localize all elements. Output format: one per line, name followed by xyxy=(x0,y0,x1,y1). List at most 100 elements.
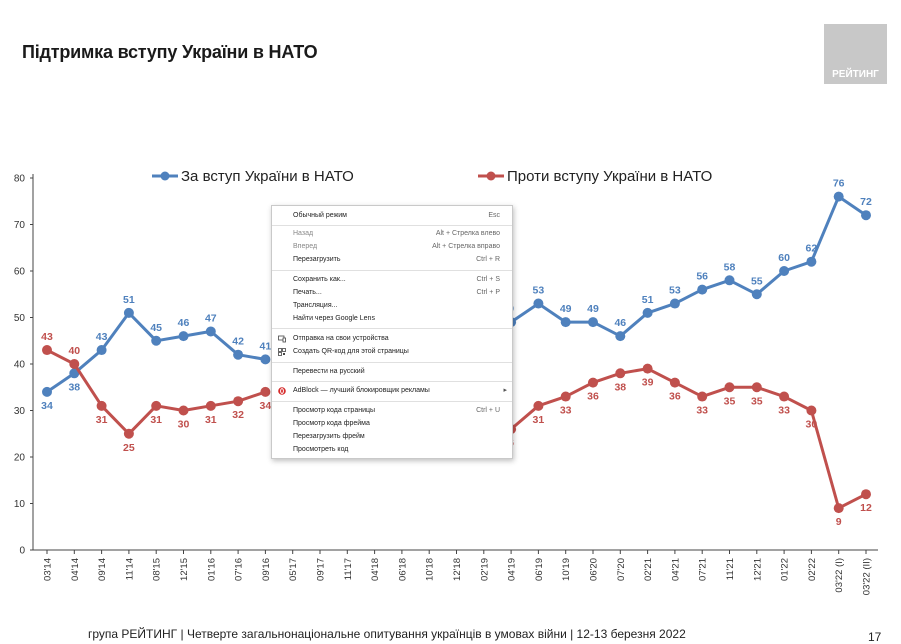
chart-series: 34 38 43 51 45 46 47 42 41 9 53 49 49 46 51 53 56 58 55 60 6… xyxy=(41,178,872,529)
data-label: 33 xyxy=(696,405,708,417)
menu-item-label: Сохранить как... xyxy=(293,276,346,283)
series-against-nato: 4340312531303132346313336383936333535333… xyxy=(41,331,872,528)
y-tick-label: 50 xyxy=(14,313,26,324)
x-tick-label: 11'14 xyxy=(124,558,135,580)
menu-item-label: Просмотр кода страницы xyxy=(293,407,376,414)
nato-support-chart: 0 10 20 30 40 50 60 70 80 За вступ України в НАТ… xyxy=(14,168,878,595)
data-point xyxy=(560,317,571,328)
menu-divider xyxy=(272,225,512,226)
data-label: 49 xyxy=(587,303,599,315)
data-point xyxy=(588,317,598,328)
menu-item-label: Вперед xyxy=(293,243,318,250)
menu-item-normal-mode[interactable]: Обычный режим Esc xyxy=(272,210,512,222)
x-tick-label: 04'19 xyxy=(507,558,518,581)
data-label: 53 xyxy=(669,285,681,297)
data-point xyxy=(205,326,216,337)
data-label: 45 xyxy=(150,322,162,334)
x-tick-label: 06'18 xyxy=(397,558,408,581)
menu-item-view-frame-source[interactable]: Просмотр кода фрейма xyxy=(272,418,512,430)
menu-item-save-as[interactable]: Сохранить как... Ctrl + S xyxy=(272,274,512,286)
legend-label: Проти вступу України в НАТО xyxy=(507,168,712,185)
x-tick-label: 11'17 xyxy=(343,558,354,580)
x-tick-label: 04'18 xyxy=(370,558,381,581)
x-tick-label: 01'22 xyxy=(780,558,791,581)
data-point xyxy=(779,266,790,276)
menu-item-google-lens[interactable]: Найти через Google Lens xyxy=(272,313,512,325)
menu-item-cast[interactable]: Трансляция... xyxy=(272,300,512,312)
x-tick-label: 10'18 xyxy=(425,558,436,581)
chart-axes: 0 10 20 30 40 50 60 70 80 xyxy=(14,174,878,557)
menu-item-translate[interactable]: Перевести на русский xyxy=(272,366,512,378)
data-point xyxy=(751,289,762,300)
menu-item-back[interactable]: Назад Alt + Стрелка влево xyxy=(272,228,512,240)
data-point xyxy=(96,345,107,356)
data-label: 72 xyxy=(860,196,872,208)
y-tick-label: 70 xyxy=(14,220,26,231)
data-point xyxy=(260,386,271,397)
data-label: 43 xyxy=(96,331,108,343)
devices-icon xyxy=(278,335,286,343)
menu-divider xyxy=(272,401,512,402)
data-point xyxy=(806,256,817,267)
menu-item-inspect[interactable]: Просмотреть код xyxy=(272,444,512,456)
data-label: 33 xyxy=(778,405,790,417)
data-label: 35 xyxy=(751,395,763,407)
menu-item-forward[interactable]: Вперед Alt + Стрелка вправо xyxy=(272,241,512,253)
data-label: 46 xyxy=(178,317,190,329)
menu-item-label: Найти через Google Lens xyxy=(293,315,375,322)
x-tick-label: 02'21 xyxy=(643,558,654,581)
data-point xyxy=(151,335,162,346)
x-tick-label: 09'14 xyxy=(97,558,108,581)
data-label: 30 xyxy=(806,419,818,431)
menu-item-shortcut: Alt + Стрелка влево xyxy=(435,230,500,237)
x-tick-label: 08'15 xyxy=(152,558,163,581)
data-point xyxy=(205,400,216,411)
x-tick-label: 07'20 xyxy=(616,558,627,581)
legend-marker xyxy=(160,171,170,181)
x-tick-label: 12'15 xyxy=(179,558,190,581)
data-label: 56 xyxy=(696,271,708,283)
menu-item-create-qr[interactable]: Создать QR-код для этой страницы xyxy=(272,346,512,358)
menu-item-label: Отправка на свои устройства xyxy=(293,335,389,342)
menu-item-print[interactable]: Печать... Ctrl + P xyxy=(272,287,512,299)
x-tick-label: 06'19 xyxy=(534,558,545,581)
x-tick-label: 03'22 (II) xyxy=(862,558,873,595)
x-tick-label: 03'14 xyxy=(43,558,54,581)
data-point xyxy=(233,396,244,407)
chart-legend: За вступ України в НАТО Проти вступу Укра… xyxy=(152,168,712,185)
data-point xyxy=(178,405,189,416)
submenu-arrow-icon: ▸ xyxy=(503,387,507,394)
data-point xyxy=(96,400,107,411)
menu-item-reload[interactable]: Перезагрузить Ctrl + R xyxy=(272,254,512,266)
page-number: 17 xyxy=(868,630,882,644)
data-point xyxy=(560,391,571,402)
page-title: Підтримка вступу України в НАТО xyxy=(22,42,318,62)
menu-item-shortcut: Ctrl + S xyxy=(476,276,500,283)
data-point xyxy=(69,368,80,379)
data-point xyxy=(669,377,680,388)
menu-item-shortcut: Ctrl + R xyxy=(476,256,500,263)
x-tick-label: 09'17 xyxy=(316,558,327,581)
data-label: 62 xyxy=(806,243,818,255)
menu-item-adblock[interactable]: AdBlock — лучший блокировщик рекламы ▸ xyxy=(272,385,512,397)
data-label: 42 xyxy=(232,336,244,348)
data-point xyxy=(533,298,544,309)
menu-item-send-to-devices[interactable]: Отправка на свои устройства xyxy=(272,333,512,345)
menu-item-label: Перезагрузить xyxy=(293,256,341,263)
x-tick-label: 07'21 xyxy=(698,558,709,581)
data-label: 36 xyxy=(587,391,599,403)
data-label: 31 xyxy=(150,414,162,426)
menu-item-view-source[interactable]: Просмотр кода страницы Ctrl + U xyxy=(272,405,512,417)
data-label: 38 xyxy=(68,381,80,393)
rating-logo: РЕЙТИНГ xyxy=(824,24,887,84)
data-label: 43 xyxy=(41,331,53,343)
logo-text: РЕЙТИНГ xyxy=(832,69,879,80)
x-tick-label: 04'14 xyxy=(70,558,81,581)
data-label: 55 xyxy=(751,275,763,287)
x-tick-label: 07'16 xyxy=(234,558,245,581)
qr-code-icon xyxy=(278,348,286,356)
x-tick-label: 12'18 xyxy=(452,558,463,581)
menu-item-reload-frame[interactable]: Перезагрузить фрейм xyxy=(272,431,512,443)
data-point xyxy=(123,307,134,318)
data-point xyxy=(697,391,708,402)
